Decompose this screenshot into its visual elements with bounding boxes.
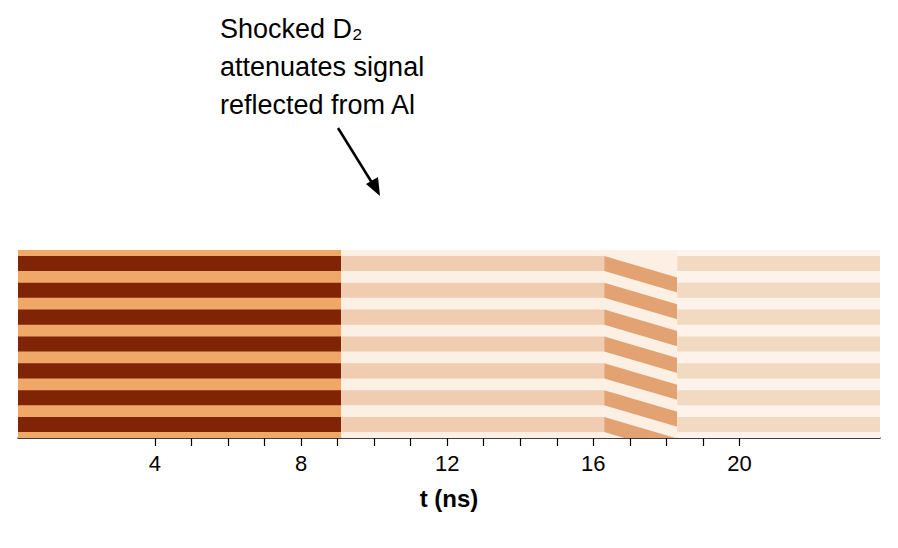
svg-text:attenuates signal: attenuates signal <box>220 52 432 82</box>
svg-text:4: 4 <box>149 451 161 476</box>
svg-text:12: 12 <box>435 451 459 476</box>
svg-text:Shocked D₂: Shocked D₂ <box>220 14 370 44</box>
svg-text:t (ns): t (ns) <box>420 485 479 512</box>
svg-text:20: 20 <box>727 451 751 476</box>
svg-text:reflected from Al: reflected from Al <box>220 90 415 120</box>
svg-text:8: 8 <box>295 451 307 476</box>
svg-text:16: 16 <box>581 451 605 476</box>
